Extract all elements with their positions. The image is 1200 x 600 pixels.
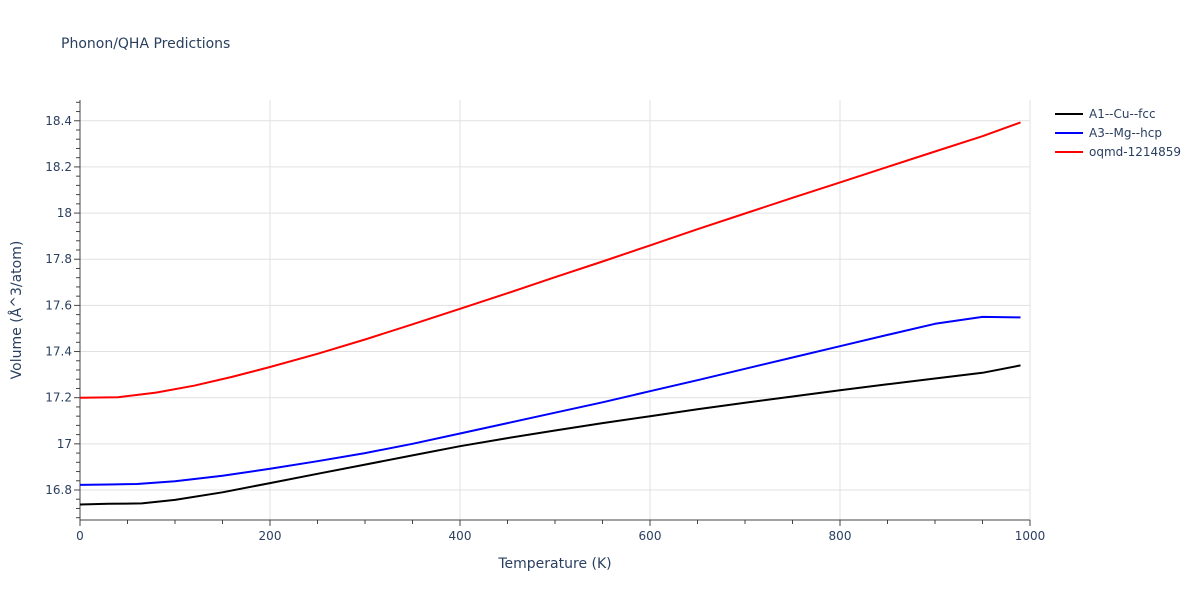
y-axis-title: Volume (Å^3/atom) (8, 241, 25, 380)
y-tick-label: 17.4 (45, 345, 72, 359)
x-tick-label: 1000 (1015, 529, 1046, 543)
legend-label-0: A1--Cu--fcc (1089, 107, 1156, 121)
x-axis-ticks: 0 200 400 600 800 1000 (76, 520, 1045, 543)
grid-lines (80, 100, 1031, 520)
legend-label-1: A3--Mg--hcp (1089, 126, 1162, 140)
y-tick-label: 17.8 (45, 252, 72, 266)
x-tick-label: 400 (449, 529, 472, 543)
legend-label-2: oqmd-1214859 (1089, 145, 1181, 159)
y-tick-label: 17.2 (45, 391, 72, 405)
chart-title: Phonon/QHA Predictions (61, 36, 231, 52)
y-tick-label: 18 (57, 206, 72, 220)
y-tick-label: 17 (57, 437, 72, 451)
axes (79, 100, 1030, 521)
x-tick-label: 0 (76, 529, 84, 543)
y-axis-ticks: 16.8 17 17.2 17.4 17.6 17.8 18 18.2 18.4 (45, 101, 80, 519)
y-tick-label: 16.8 (45, 483, 72, 497)
legend[interactable]: A1--Cu--fcc A3--Mg--hcp oqmd-1214859 (1055, 107, 1181, 159)
series-line-1 (79, 315, 1021, 486)
x-tick-label: 200 (259, 529, 282, 543)
x-tick-label: 800 (829, 529, 852, 543)
y-tick-label: 17.6 (45, 298, 72, 312)
x-tick-label: 600 (639, 529, 662, 543)
y-tick-label: 18.2 (45, 160, 72, 174)
series-line-0 (79, 364, 1021, 506)
series-line-2 (79, 121, 1021, 399)
series-lines (79, 121, 1021, 506)
x-axis-title: Temperature (K) (497, 556, 611, 572)
y-tick-label: 18.4 (45, 114, 72, 128)
